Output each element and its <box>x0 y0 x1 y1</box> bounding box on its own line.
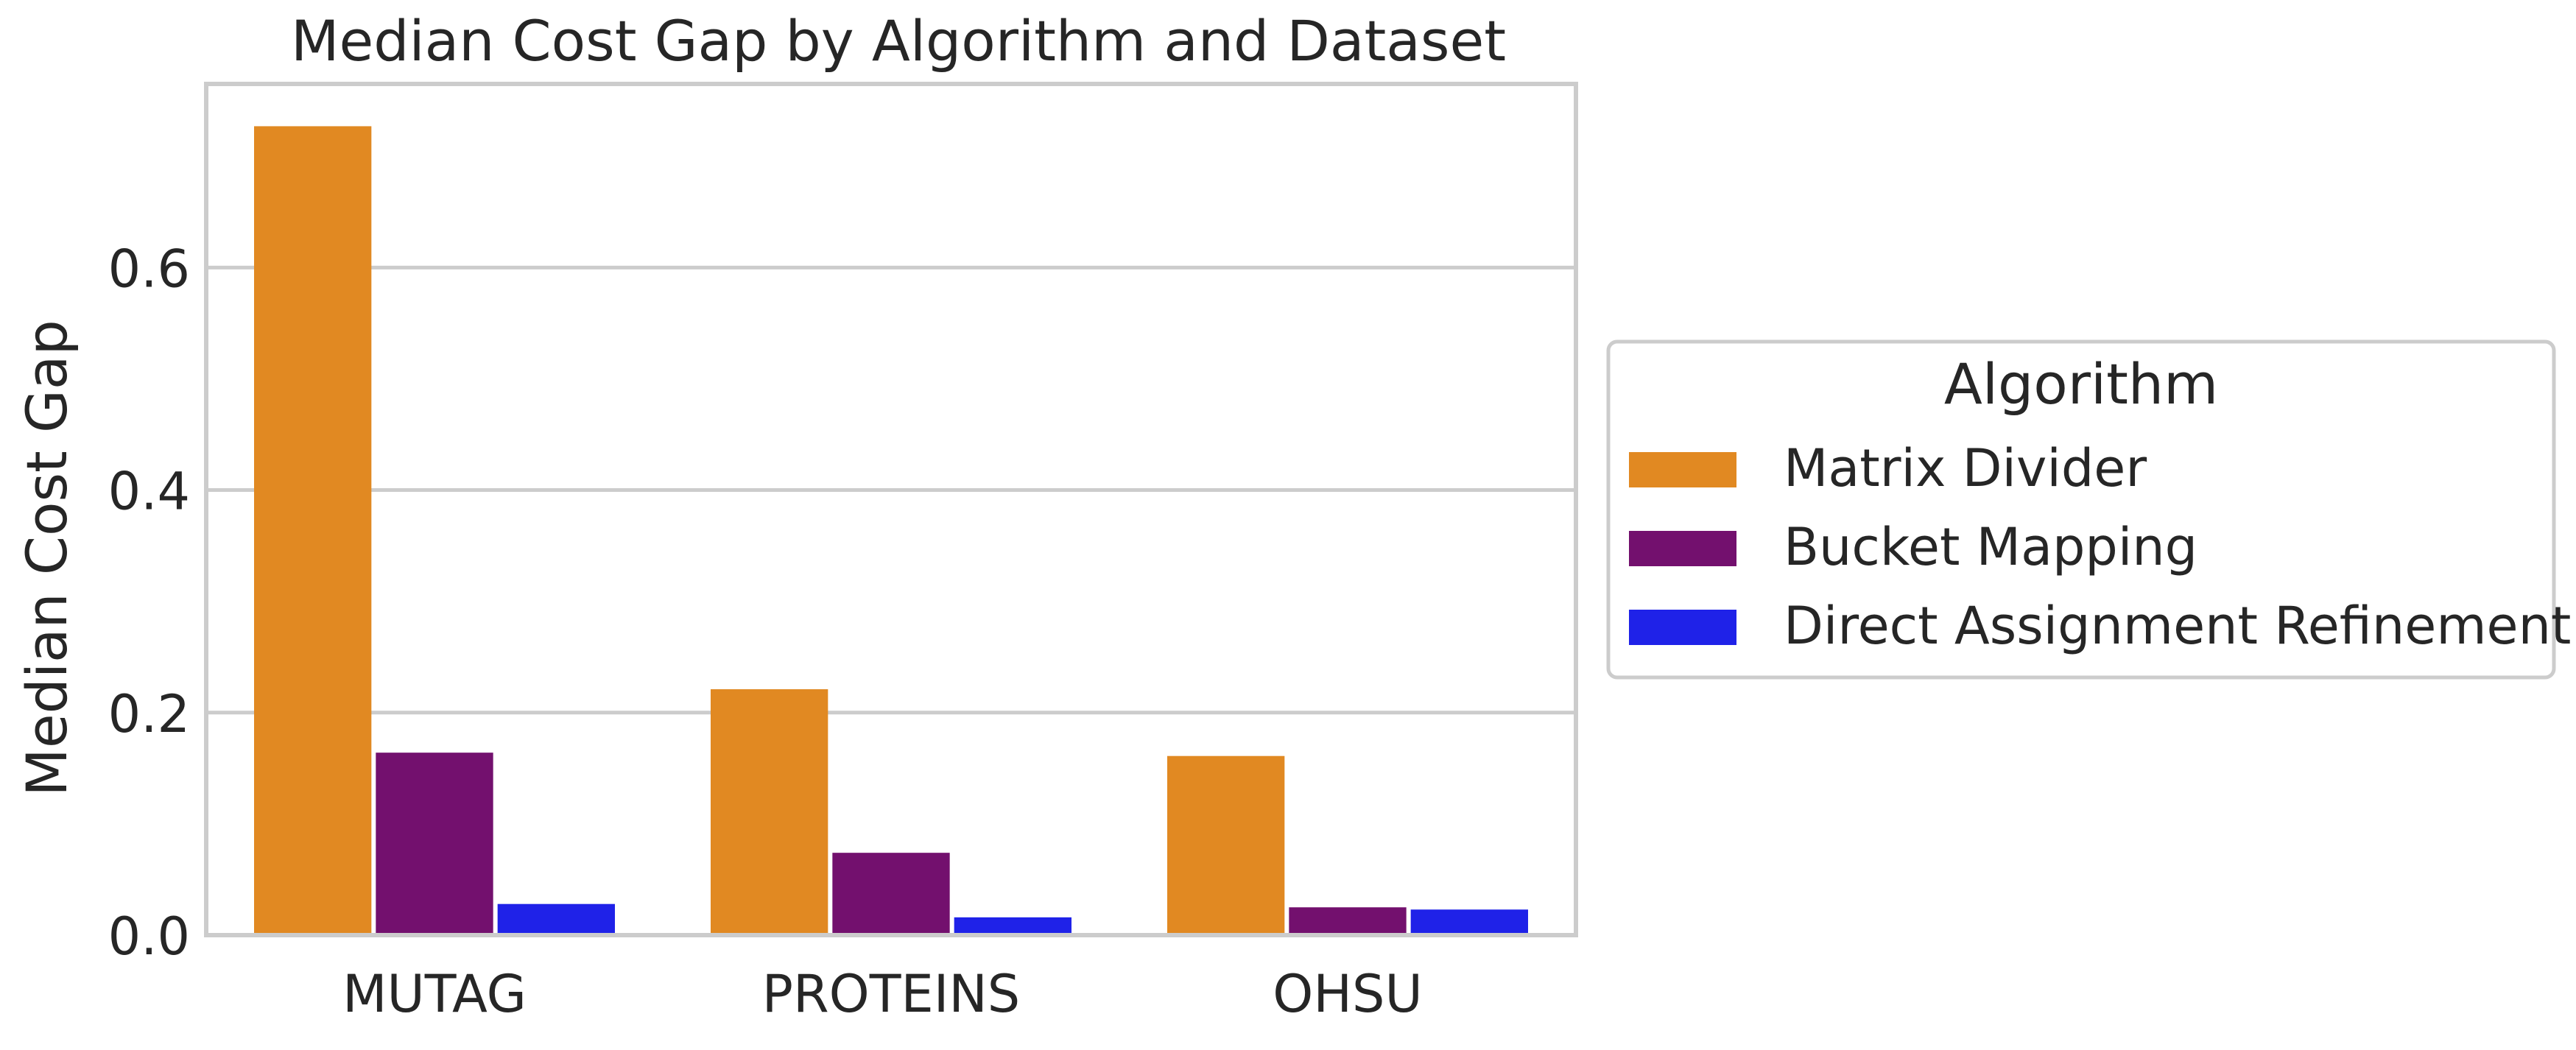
bar-direct-assignment-refinement-proteins <box>954 917 1071 935</box>
legend-label: Direct Assignment Refinement <box>1784 596 2571 656</box>
legend-label: Matrix Divider <box>1784 438 2147 498</box>
legend: Algorithm Matrix Divider Bucket Mapping Di… <box>1606 339 2571 680</box>
legend-box <box>1606 339 2556 680</box>
bar-bucket-mapping-ohsu <box>1289 907 1407 935</box>
plot-border <box>204 82 1578 937</box>
y-tick-label: 0.2 <box>108 684 190 744</box>
x-tick-label: PROTEINS <box>762 964 1020 1024</box>
bar-direct-assignment-refinement-mutag <box>497 903 615 935</box>
legend-swatch <box>1629 610 1736 645</box>
legend-label: Bucket Mapping <box>1784 517 2197 577</box>
bar-direct-assignment-refinement-ohsu <box>1410 909 1528 935</box>
chart-title: Median Cost Gap by Algorithm and Dataset <box>291 8 1506 74</box>
y-tick-label: 0.4 <box>108 462 190 522</box>
bar-matrix-divider-proteins <box>711 689 828 935</box>
legend-title: Algorithm <box>1944 351 2218 417</box>
legend-swatch <box>1629 452 1736 487</box>
y-tick-label: 0.0 <box>108 906 190 967</box>
bar-bucket-mapping-mutag <box>376 753 493 935</box>
y-axis-label: Median Cost Gap <box>14 320 80 796</box>
x-tick-label: OHSU <box>1273 964 1422 1024</box>
legend-items: Matrix Divider Bucket Mapping Direct Assig… <box>1629 438 2571 656</box>
bars <box>254 126 1528 935</box>
plot-frame <box>204 82 1578 937</box>
bar-bucket-mapping-proteins <box>832 853 950 935</box>
x-tick-label: MUTAG <box>342 964 527 1024</box>
y-tick-label: 0.6 <box>108 239 190 299</box>
legend-swatch <box>1629 531 1736 566</box>
bar-matrix-divider-ohsu <box>1167 755 1285 935</box>
tick-labels: 0.0 0.2 0.4 0.6 MUTAG PROTEINS OHSU <box>108 239 1423 1024</box>
gridlines <box>206 265 1576 715</box>
bar-matrix-divider-mutag <box>254 126 372 935</box>
